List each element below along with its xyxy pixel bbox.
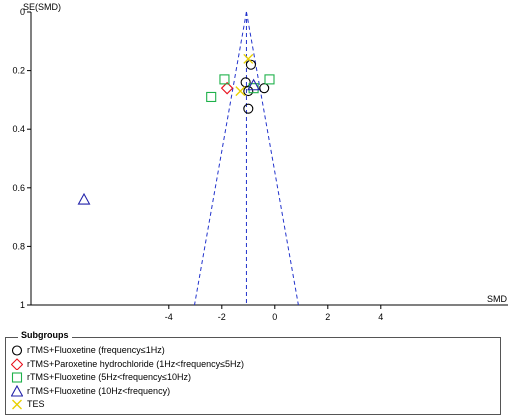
x-marker-stroke <box>235 86 246 97</box>
x-marker-stroke <box>243 53 254 64</box>
y-axis-title: SE(SMD) <box>23 2 61 12</box>
legend-label: TES <box>27 399 45 409</box>
legend-marker <box>11 345 23 356</box>
legend-marker <box>11 357 23 370</box>
x-tick-label: 2 <box>325 312 330 322</box>
legend-item: TES <box>11 398 45 410</box>
y-tick-label: 0 <box>20 7 25 17</box>
legend-label: rTMS+Paroxetine hydrochloride (1Hz<frequ… <box>27 358 245 369</box>
y-tick-label: 1 <box>20 300 25 310</box>
legend: Subgroups rTMS+Fluoxetine (frequency≤1Hz… <box>5 330 501 415</box>
funnel-left-limit <box>194 11 247 306</box>
funnel-lines <box>194 11 299 306</box>
legend-label: rTMS+Fluoxetine (10Hz<frequency) <box>27 385 171 396</box>
data-point-square <box>264 74 275 85</box>
axis-ticks: -4 -2 0 2 4 0 0.2 0.4 0.6 0.8 1 <box>12 7 383 322</box>
legend-marker <box>11 372 23 383</box>
data-point-x <box>243 53 254 64</box>
y-tick-label: 0.8 <box>12 241 25 251</box>
funnel-plot: SE(SMD) SMD -4 -2 0 2 4 0 0.2 0.4 0.6 0.8 1 <box>12 2 508 322</box>
data-point-circle <box>243 86 254 97</box>
x-marker-stroke <box>12 399 22 410</box>
legend-marker <box>11 384 23 397</box>
data-point-square <box>219 74 230 85</box>
x-tick-label: 0 <box>272 312 277 322</box>
data-point-x <box>235 86 246 97</box>
legend-symbol-triangle <box>11 384 23 397</box>
legend-marker <box>12 399 22 410</box>
funnel-right-limit <box>245 11 299 306</box>
legend-label: rTMS+Fluoxetine (5Hz<frequency≤10Hz) <box>27 372 192 382</box>
data-point-triangle <box>77 192 91 205</box>
legend-item: rTMS+Fluoxetine (frequency≤1Hz) <box>11 344 165 356</box>
legend-symbol-circle <box>11 345 23 356</box>
data-point-square <box>206 91 217 103</box>
x-tick-label: -2 <box>218 312 226 322</box>
legend-item: rTMS+Fluoxetine (5Hz<frequency≤10Hz) <box>11 371 191 383</box>
data-point-diamond <box>220 81 234 95</box>
x-tick-label: 4 <box>378 312 383 322</box>
data-point-circle <box>259 83 270 94</box>
data-points <box>77 53 275 205</box>
legend-item: rTMS+Paroxetine hydrochloride (1Hz<frequ… <box>11 357 245 370</box>
legend-symbol-x <box>12 399 22 410</box>
legend-item: rTMS+Fluoxetine (10Hz<frequency) <box>11 384 171 397</box>
x-axis-title: SMD <box>487 294 508 304</box>
legend-title: Subgroups <box>18 330 72 340</box>
data-point-triangle <box>247 78 261 91</box>
legend-symbol-square <box>11 372 23 383</box>
y-tick-label: 0.6 <box>12 183 25 193</box>
y-tick-label: 0.2 <box>12 66 25 76</box>
y-tick-label: 0.4 <box>12 124 25 134</box>
x-tick-label: -4 <box>165 312 173 322</box>
data-point-circle <box>245 59 256 70</box>
legend-label: rTMS+Fluoxetine (frequency≤1Hz) <box>27 345 165 355</box>
legend-symbol-diamond <box>11 357 23 370</box>
data-point-circle <box>243 103 254 114</box>
